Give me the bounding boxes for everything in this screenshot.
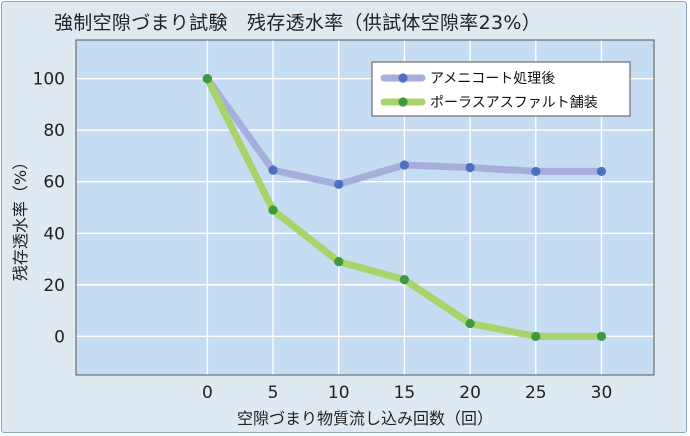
- x-axis-label: 空隙づまり物質流し込み回数（回）: [237, 409, 493, 428]
- legend-swatch-marker: [398, 97, 408, 107]
- x-tick-label: 5: [268, 383, 279, 403]
- chart-title: 強制空隙づまり試験 残存透水率（供試体空隙率23%）: [54, 12, 542, 34]
- series-layer: [202, 74, 607, 341]
- y-tick-label: 40: [43, 224, 65, 244]
- x-tick-label: 25: [525, 383, 547, 403]
- legend-swatch-marker: [398, 73, 408, 83]
- series-2-point: [334, 257, 344, 267]
- legend-label: アメニコート処理後: [430, 71, 555, 87]
- series-1-point: [399, 160, 410, 170]
- y-tick-label: 0: [54, 327, 65, 347]
- x-tick-label: 0: [202, 383, 213, 403]
- y-axis-label: 残存透水率（%）: [11, 154, 30, 281]
- legend-box: [371, 61, 631, 117]
- legend-label: ポーラスアスファルト舗装: [430, 95, 598, 111]
- series-1-point: [531, 166, 541, 177]
- series-2-point: [399, 275, 410, 285]
- x-tick-label: 15: [394, 383, 416, 403]
- plot-border: [75, 39, 655, 376]
- axis-layer: 0 20 40 60 80 100 0 5 10 15 20 25 30: [33, 39, 655, 403]
- x-tick-label: 30: [591, 383, 613, 403]
- x-tick-label: 20: [459, 383, 481, 403]
- series-2-point: [202, 74, 212, 84]
- series-1-point: [596, 166, 607, 177]
- series-2-point: [596, 331, 607, 341]
- y-tick-label: 100: [33, 70, 65, 90]
- y-tick-label: 60: [43, 173, 65, 193]
- y-tick-label: 80: [43, 121, 65, 141]
- x-tick-label: 10: [328, 383, 350, 403]
- series-1-point: [465, 162, 475, 173]
- series-1-point: [268, 165, 278, 175]
- series-2-point: [268, 205, 278, 215]
- series-2-point: [465, 318, 475, 329]
- series-1-point: [334, 179, 344, 189]
- y-tick-label: 20: [43, 276, 65, 296]
- series-2-point: [531, 331, 541, 341]
